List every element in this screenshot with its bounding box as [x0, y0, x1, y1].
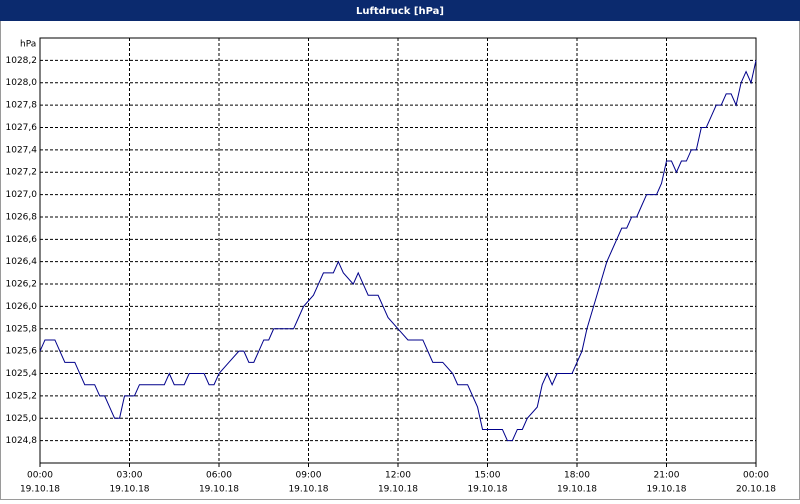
- y-tick-label: 1025,6: [6, 347, 38, 357]
- y-tick-label: 1024,8: [6, 436, 38, 446]
- y-tick-label: 1027,8: [6, 101, 38, 111]
- y-tick-label: 1026,0: [6, 302, 38, 312]
- y-tick-label: 1025,4: [6, 369, 38, 379]
- y-tick-label: 1026,8: [6, 212, 38, 222]
- x-tick-label: 21:00: [654, 471, 680, 481]
- x-tick-label: 19.10.18: [288, 485, 328, 495]
- x-tick-label: 19.10.18: [467, 485, 507, 495]
- y-tick-label: 1028,2: [6, 56, 38, 66]
- x-tick-label: 19.10.18: [199, 485, 239, 495]
- x-tick-label: 19.10.18: [20, 485, 60, 495]
- y-unit: hPa: [20, 40, 36, 50]
- x-tick-label: 03:00: [117, 471, 143, 481]
- x-tick-label: 00:00: [27, 471, 53, 481]
- x-tick-label: 12:00: [385, 471, 411, 481]
- x-tick-label: 19.10.18: [109, 485, 149, 495]
- y-tick-label: 1025,0: [6, 414, 38, 424]
- x-tick-label: 20.10.18: [736, 485, 776, 495]
- y-tick-label: 1025,2: [6, 391, 38, 401]
- y-tick-label: 1028,0: [6, 78, 38, 88]
- y-tick-label: 1027,4: [6, 145, 38, 155]
- x-tick-label: 09:00: [296, 471, 322, 481]
- data-line: [39, 60, 757, 442]
- y-tick-label: 1026,4: [6, 257, 38, 267]
- title-bar: [0, 0, 800, 21]
- x-tick-label: 19.10.18: [378, 485, 418, 495]
- x-tick-label: 00:00: [743, 471, 769, 481]
- y-tick-label: 1026,2: [6, 280, 38, 290]
- y-tick-label: 1027,0: [6, 190, 38, 200]
- y-tick-label: 1027,6: [6, 123, 38, 133]
- y-tick-label: 1027,2: [6, 168, 38, 178]
- x-tick-label: 15:00: [475, 471, 501, 481]
- x-tick-label: 19.10.18: [646, 485, 686, 495]
- x-tick-label: 06:00: [206, 471, 232, 481]
- x-tick-label: 19.10.18: [557, 485, 597, 495]
- y-tick-label: 1025,8: [6, 324, 38, 334]
- y-tick-label: 1026,6: [6, 235, 38, 245]
- chart-title: Luftdruck [hPa]: [356, 6, 444, 17]
- x-tick-label: 18:00: [564, 471, 590, 481]
